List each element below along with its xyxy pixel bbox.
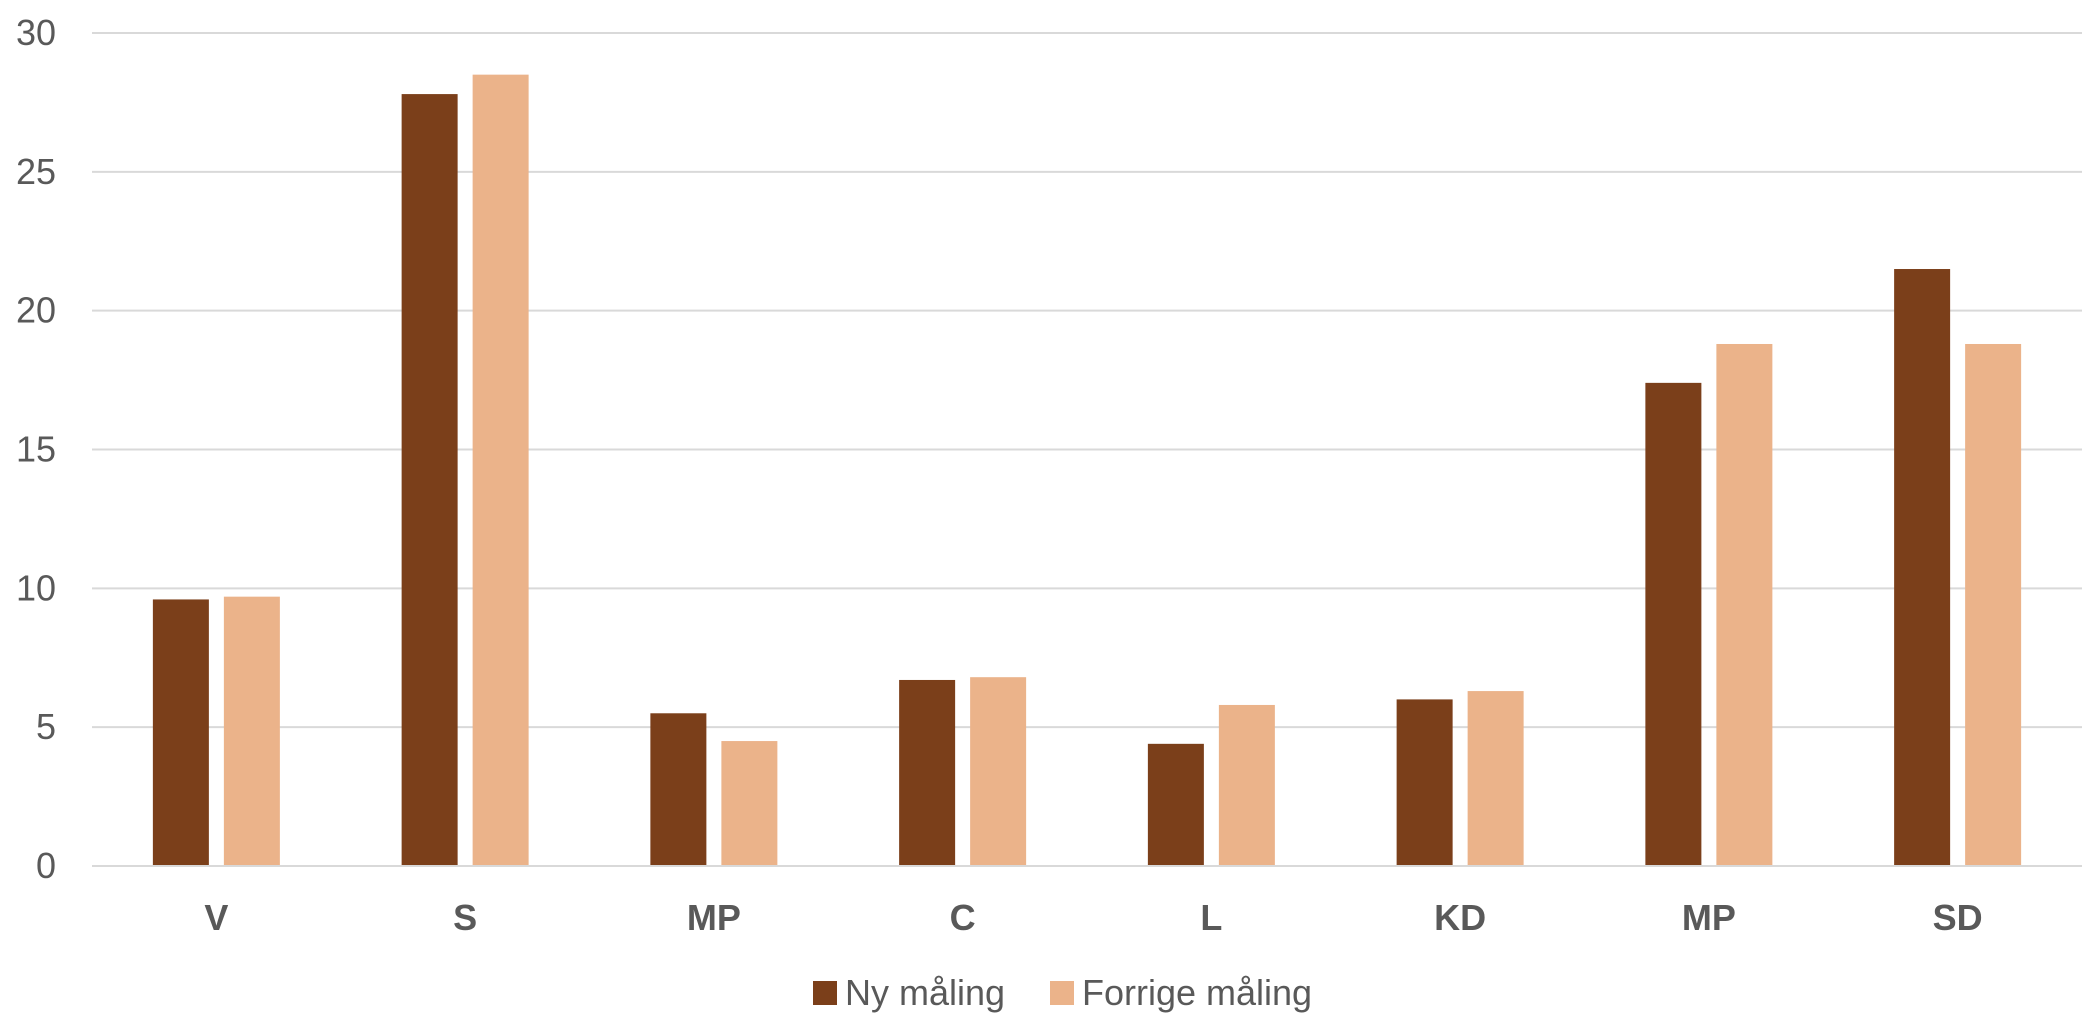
legend-label: Ny måling: [845, 972, 1005, 1013]
y-axis-ticks: 0 5 10 15 20 25 30: [16, 12, 56, 886]
y-tick-label: 15: [16, 429, 56, 470]
bar-forrige-maling-l: [1218, 704, 1275, 866]
x-tick-label: SD: [1933, 897, 1983, 938]
y-tick-label: 30: [16, 12, 56, 53]
legend-item-ny-maling: Ny måling: [813, 972, 1005, 1013]
x-tick-label: S: [453, 897, 477, 938]
bar-ny-maling-mp: [650, 713, 707, 866]
bar-forrige-maling-kd: [1467, 691, 1524, 866]
x-axis-ticks: V S MP C L KD MP SD: [204, 897, 1982, 938]
legend: Ny måling Forrige måling: [813, 972, 1312, 1013]
x-tick-label: L: [1200, 897, 1222, 938]
legend-swatch: [813, 981, 837, 1005]
y-tick-label: 5: [36, 706, 56, 747]
bar-ny-maling-mp: [1645, 382, 1702, 866]
bar-forrige-maling-sd: [1965, 343, 2022, 866]
x-tick-label: V: [204, 897, 228, 938]
x-tick-label: MP: [1682, 897, 1736, 938]
gridlines: [92, 32, 2082, 867]
bar-forrige-maling-s: [472, 74, 529, 866]
bar-forrige-maling-mp: [721, 741, 778, 866]
legend-label: Forrige måling: [1082, 972, 1312, 1013]
bar-ny-maling-kd: [1396, 699, 1453, 866]
y-tick-label: 20: [16, 290, 56, 331]
bar-forrige-maling-mp: [1716, 343, 1773, 866]
bar-forrige-maling-v: [223, 596, 280, 866]
bars: [152, 74, 2022, 866]
x-tick-label: MP: [687, 897, 741, 938]
legend-swatch: [1050, 981, 1074, 1005]
bar-ny-maling-l: [1147, 743, 1204, 866]
y-tick-label: 10: [16, 567, 56, 608]
bar-forrige-maling-c: [970, 677, 1027, 866]
bar-ny-maling-c: [899, 679, 956, 866]
legend-item-forrige-maling: Forrige måling: [1050, 972, 1312, 1013]
bar-ny-maling-v: [152, 599, 209, 866]
y-tick-label: 0: [36, 845, 56, 886]
bar-ny-maling-s: [401, 94, 458, 866]
y-tick-label: 25: [16, 151, 56, 192]
bar-ny-maling-sd: [1894, 269, 1951, 866]
x-tick-label: C: [950, 897, 976, 938]
x-tick-label: KD: [1434, 897, 1486, 938]
